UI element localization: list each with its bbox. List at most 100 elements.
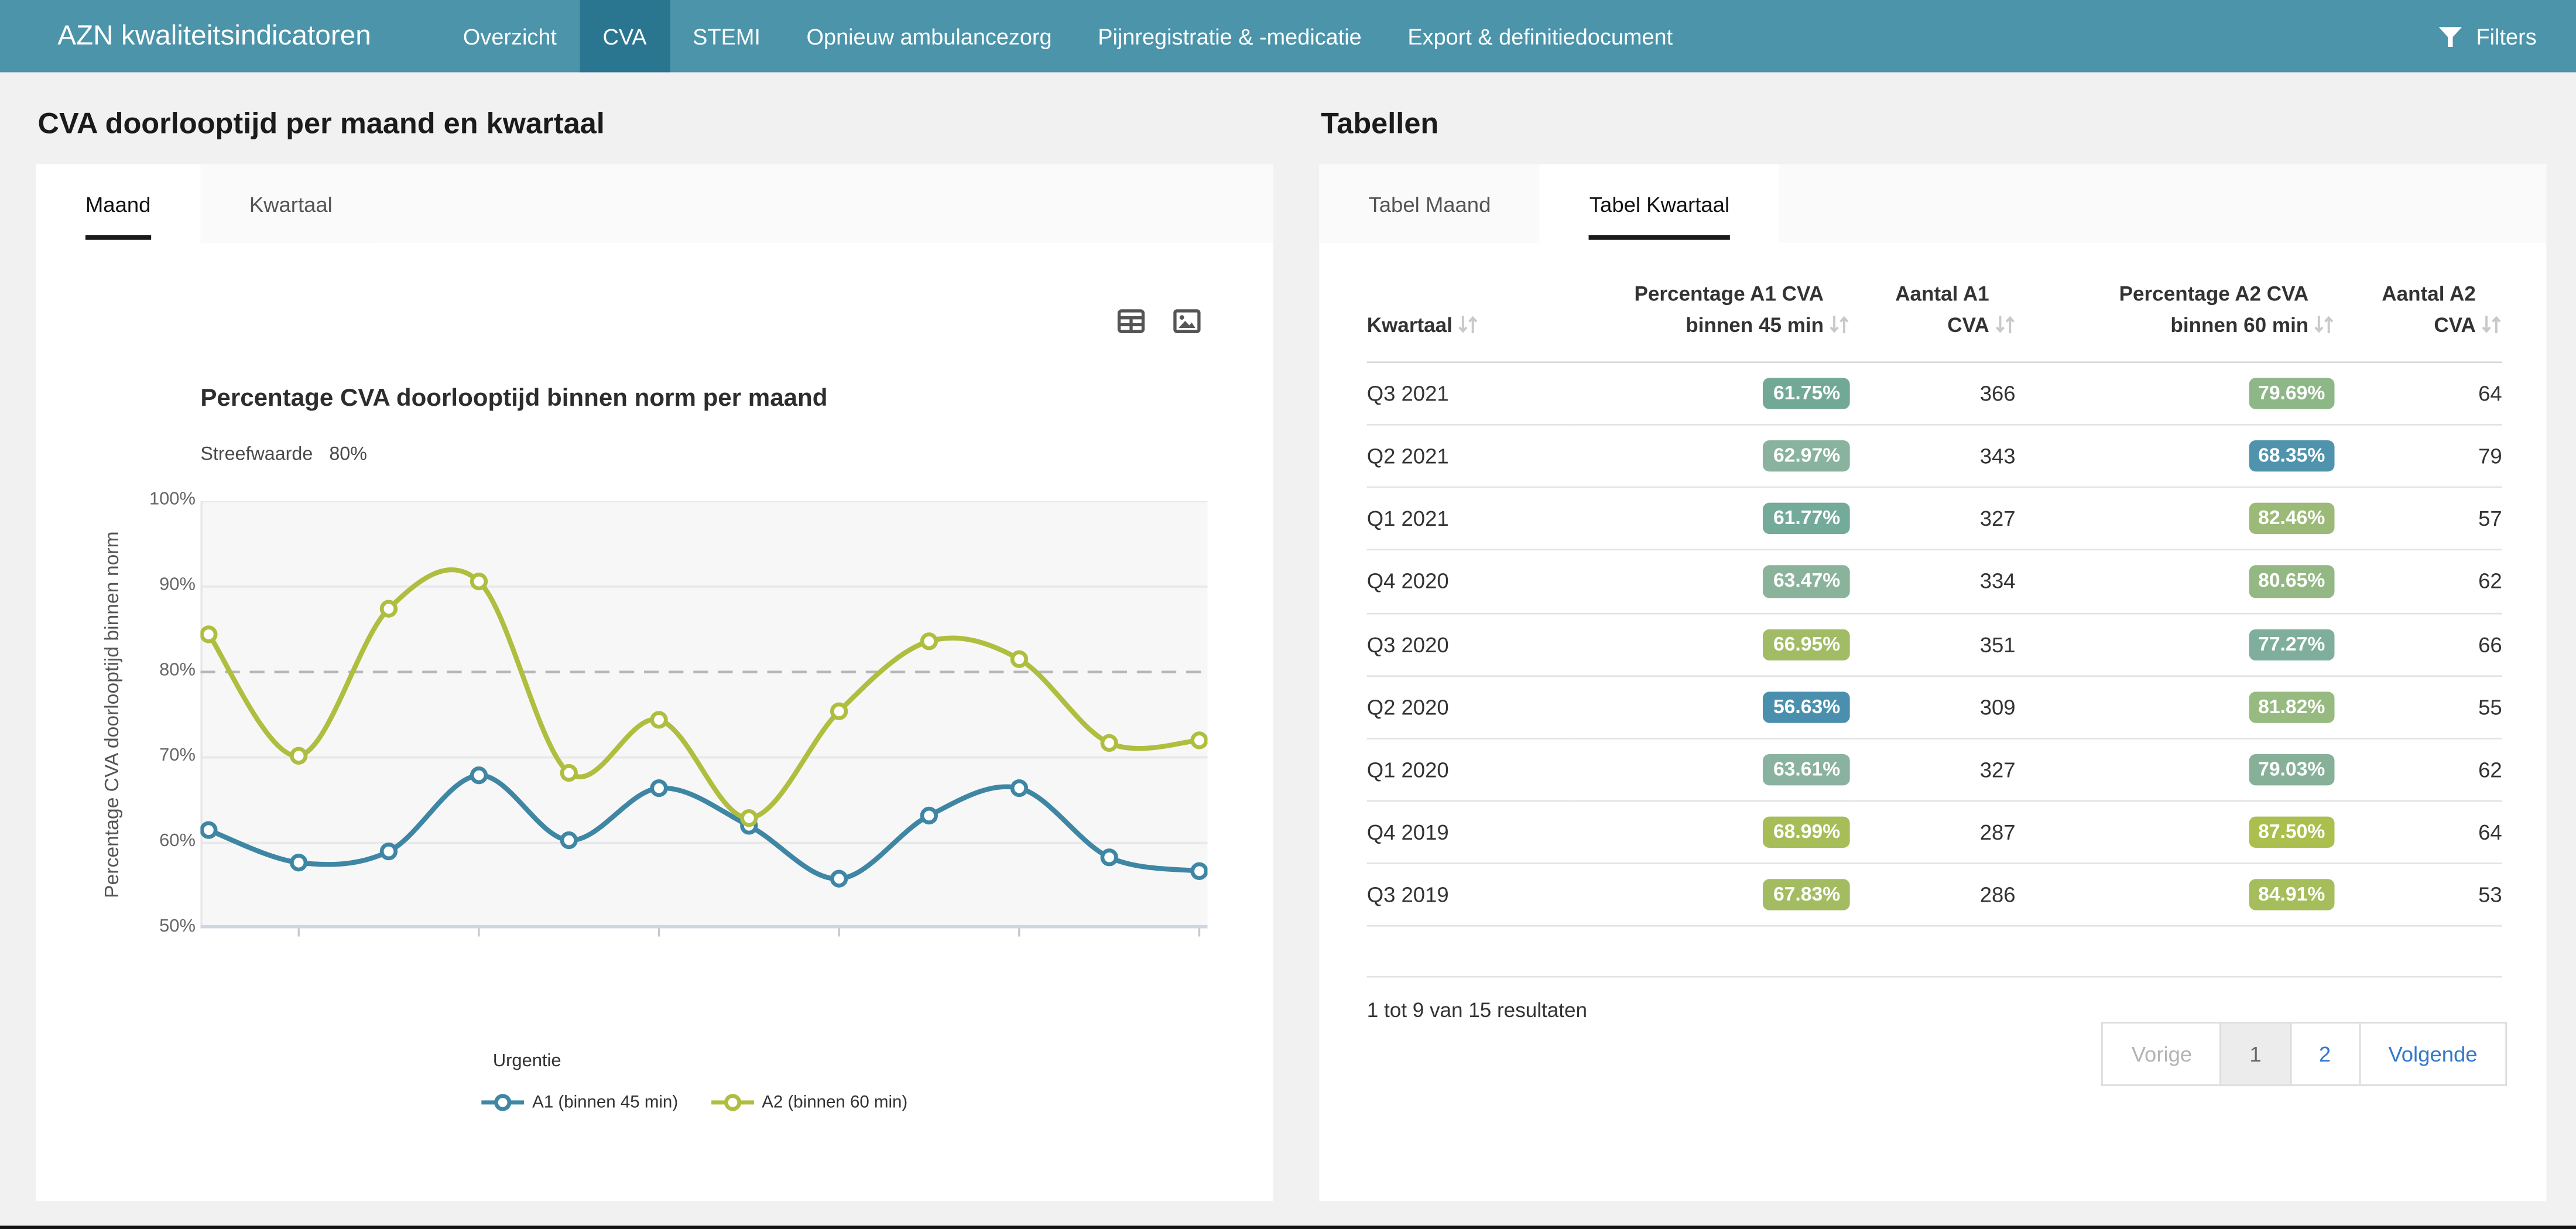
a2-percentage-badge: 79.03% <box>2248 754 2335 786</box>
cell-aantal-a1: 351 <box>1850 613 2016 676</box>
tab-kwartaal[interactable]: Kwartaal <box>200 165 382 244</box>
bottom-edge <box>0 1225 2576 1229</box>
sort-icon[interactable] <box>1829 314 1850 346</box>
cell-aantal-a1: 287 <box>1850 801 2016 864</box>
top-navbar: AZN kwaliteitsindicatoren OverzichtCVAST… <box>0 0 2576 72</box>
table-row-q4-2019: Q4 201968.99%28787.50%64 <box>1367 801 2502 864</box>
a1-percentage-badge: 67.83% <box>1763 879 1850 911</box>
cell-aantal-a1: 334 <box>1850 550 2016 613</box>
chart-tabbar: MaandKwartaal <box>36 165 1273 244</box>
cell-pct-a1: 66.95% <box>1568 613 1850 676</box>
dashboard-page: AZN kwaliteitsindicatoren OverzichtCVAST… <box>0 0 2576 1229</box>
cell-kwartaal: Q4 2020 <box>1367 550 1569 613</box>
table-view-icon[interactable] <box>1117 309 1145 334</box>
table-row-q3-2019: Q3 201967.83%28684.91%53 <box>1367 864 2502 926</box>
tab-tabel-kwartaal[interactable]: Tabel Kwartaal <box>1540 165 1779 244</box>
image-export-icon[interactable] <box>1173 309 1201 334</box>
pagination: Vorige12Volgende <box>2102 1022 2507 1086</box>
pagination-next-button[interactable]: Volgende <box>2359 1023 2505 1084</box>
table-row-q1-2020: Q1 202063.61%32779.03%62 <box>1367 738 2502 801</box>
column-header-label: Percentage A2 CVAbinnen 60 min <box>2119 279 2309 343</box>
column-header-percentage-a2-cva-binnen-60-min[interactable]: Percentage A2 CVAbinnen 60 min <box>2016 279 2335 362</box>
cell-pct-a2: 79.03% <box>2016 738 2335 801</box>
a2-percentage-badge: 84.91% <box>2248 879 2335 911</box>
tab-tabel-maand[interactable]: Tabel Maand <box>1319 165 1540 244</box>
nav-item-overzicht[interactable]: Overzicht <box>440 0 580 72</box>
nav-item-export-definitiedocument[interactable]: Export & definitiedocument <box>1385 0 1695 72</box>
cell-aantal-a1: 366 <box>1850 362 2016 424</box>
a1-percentage-badge: 61.75% <box>1763 378 1850 409</box>
table-header-row: KwartaalPercentage A1 CVAbinnen 45 minAa… <box>1367 279 2502 362</box>
cell-pct-a2: 81.82% <box>2016 676 2335 738</box>
cell-aantal-a2: 64 <box>2335 362 2502 424</box>
cell-aantal-a2: 62 <box>2335 550 2502 613</box>
column-header-label: Kwartaal <box>1367 311 1453 343</box>
chart-section: CVA doorlooptijd per maand en kwartaal M… <box>36 105 1273 1201</box>
cell-pct-a2: 80.65% <box>2016 550 2335 613</box>
sort-icon[interactable] <box>1457 314 1478 346</box>
legend-item-a1-binnen-45-min[interactable]: A1 (binnen 45 min) <box>481 1093 678 1112</box>
sort-icon[interactable] <box>2314 314 2335 346</box>
cell-aantal-a2: 62 <box>2335 738 2502 801</box>
y-tick-label: 90% <box>41 575 196 595</box>
legend-title: Urgentie <box>493 1052 561 1071</box>
cell-pct-a1: 56.63% <box>1568 676 1850 738</box>
chart-toolbar <box>1117 309 1201 334</box>
cell-pct-a2: 82.46% <box>2016 487 2335 550</box>
table-row-q4-2020: Q4 2020 63.47%33480.65%62 <box>1367 550 2502 613</box>
sort-icon[interactable] <box>1994 314 2015 346</box>
legend-label: A2 (binnen 60 min) <box>762 1093 907 1112</box>
cell-pct-a1: 63.61% <box>1568 738 1850 801</box>
cell-pct-a1: 68.99% <box>1568 801 1850 864</box>
cell-aantal-a1: 327 <box>1850 487 2016 550</box>
legend-marker-icon <box>711 1093 753 1112</box>
column-header-aantal-a1-cva[interactable]: Aantal A1CVA <box>1850 279 2016 362</box>
cell-aantal-a2: 66 <box>2335 613 2502 676</box>
cell-pct-a1: 63.47% <box>1568 550 1850 613</box>
filters-button[interactable]: Filters <box>2399 0 2576 72</box>
column-header-kwartaal[interactable]: Kwartaal <box>1367 279 1569 362</box>
cell-aantal-a1: 309 <box>1850 676 2016 738</box>
nav-item-cva[interactable]: CVA <box>580 0 670 72</box>
plot-area <box>200 501 1207 942</box>
app-title: AZN kwaliteitsindicatoren <box>57 20 371 53</box>
column-header-aantal-a2-cva[interactable]: Aantal A2CVA <box>2335 279 2502 362</box>
legend-marker-icon <box>481 1093 524 1112</box>
cell-aantal-a1: 343 <box>1850 424 2016 487</box>
a1-percentage-badge: 66.95% <box>1763 628 1850 660</box>
cell-pct-a1: 67.83% <box>1568 864 1850 926</box>
a2-percentage-badge: 79.69% <box>2248 378 2335 409</box>
pagination-page-1[interactable]: 1 <box>2220 1023 2290 1084</box>
legend-label: A1 (binnen 45 min) <box>532 1093 678 1112</box>
chart-section-title: CVA doorlooptijd per maand en kwartaal <box>38 105 1273 142</box>
cell-pct-a2: 79.69% <box>2016 362 2335 424</box>
sort-icon[interactable] <box>2481 314 2502 346</box>
cell-pct-a1: 61.75% <box>1568 362 1850 424</box>
pagination-prev-button[interactable]: Vorige <box>2104 1023 2220 1084</box>
a1-percentage-badge: 61.77% <box>1763 503 1850 535</box>
table-row-q3-2020: Q3 202066.95%35177.27%66 <box>1367 613 2502 676</box>
pagination-page-2[interactable]: 2 <box>2289 1023 2359 1084</box>
cell-pct-a2: 84.91% <box>2016 864 2335 926</box>
column-header-percentage-a1-cva-binnen-45-min[interactable]: Percentage A1 CVAbinnen 45 min <box>1568 279 1850 362</box>
a1-percentage-badge: 63.47% <box>1763 566 1850 597</box>
table-tabbar: Tabel MaandTabel Kwartaal <box>1319 165 2546 244</box>
tab-maand[interactable]: Maand <box>36 165 200 244</box>
line-chart <box>200 501 1207 942</box>
tables-section-title: Tabellen <box>1321 105 2546 142</box>
cell-kwartaal: Q3 2020 <box>1367 613 1569 676</box>
y-tick-label: 60% <box>41 831 196 851</box>
nav-item-pijnregistratie-medicatie[interactable]: Pijnregistratie & -medicatie <box>1075 0 1385 72</box>
cell-aantal-a2: 64 <box>2335 801 2502 864</box>
nav-item-stemi[interactable]: STEMI <box>670 0 783 72</box>
legend-item-a2-binnen-60-min[interactable]: A2 (binnen 60 min) <box>711 1093 907 1112</box>
a2-percentage-badge: 82.46% <box>2248 503 2335 535</box>
cell-kwartaal: Q1 2021 <box>1367 487 1569 550</box>
cell-pct-a1: 62.97% <box>1568 424 1850 487</box>
nav-item-opnieuw-ambulancezorg[interactable]: Opnieuw ambulancezorg <box>783 0 1075 72</box>
chart-target: Streefwaarde80% <box>200 445 367 465</box>
chart-card: MaandKwartaal Percentage CVA doorlooptij… <box>36 165 1273 1201</box>
y-tick-label: 80% <box>41 660 196 680</box>
y-tick-label: 100% <box>41 489 196 509</box>
cell-kwartaal: Q1 2020 <box>1367 738 1569 801</box>
